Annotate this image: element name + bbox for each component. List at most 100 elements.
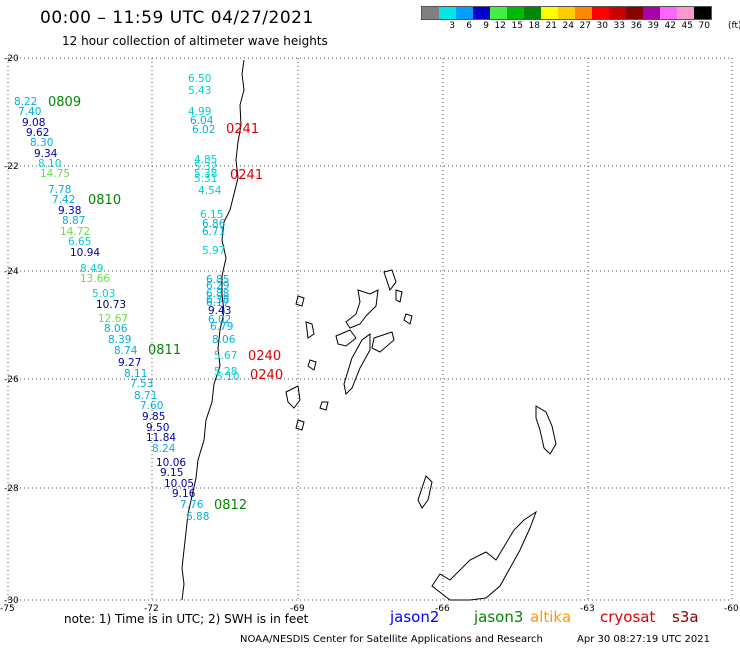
west-track-value: 7.78 <box>48 184 72 196</box>
east-track-value: 5.10 <box>216 371 240 383</box>
legend-swatch <box>626 7 643 19</box>
credit-text: NOAA/NESDIS Center for Satellite Applica… <box>240 634 543 645</box>
island-10 <box>307 359 317 371</box>
island-3 <box>343 333 371 396</box>
west-track-value: 9.27 <box>118 357 142 369</box>
west-track-value: 8.24 <box>152 443 176 455</box>
west-track-value: 7.40 <box>18 106 42 118</box>
lon-tick-label: -72 <box>144 604 159 614</box>
west-track-value: 8.30 <box>30 137 54 149</box>
legend-tick-label: 30 <box>596 21 608 31</box>
legend-tick-label: 39 <box>647 21 659 31</box>
pass-time-label: 0812 <box>214 498 248 513</box>
color-scale-legend <box>421 6 712 20</box>
west-track-value: 8.11 <box>124 368 148 380</box>
legend-swatch <box>609 7 626 19</box>
legend-tick-label: 18 <box>528 21 540 31</box>
east-track-value: 6.88 <box>206 288 230 300</box>
east-track-value: 5.67 <box>214 350 238 362</box>
west-track-value: 8.71 <box>134 390 158 402</box>
east-track-value: 6.02 <box>192 124 216 136</box>
west-track-value: 7.42 <box>52 194 76 206</box>
legend-swatch <box>490 7 507 19</box>
satellite-altika-label: altika <box>530 608 572 626</box>
pass-time-label: 0811 <box>148 343 182 358</box>
legend-tick-label: 36 <box>630 21 642 31</box>
map-subtitle: 12 hour collection of altimeter wave hei… <box>62 34 328 48</box>
lat-tick-label: -26 <box>4 375 19 385</box>
satellite-jason3-label: jason3 <box>474 608 524 626</box>
map-title: 00:00 – 11:59 UTC 04/27/2021 <box>40 8 314 28</box>
island-5 <box>383 269 397 292</box>
west-track-value: 8.10 <box>38 158 62 170</box>
west-track-value: 7.76 <box>180 499 204 511</box>
west-track-value: 7.53 <box>130 378 154 390</box>
legend-swatch <box>694 7 711 19</box>
legend-unit-label: (ft) <box>728 21 740 31</box>
pass-time-label: 0809 <box>48 95 82 110</box>
south-america-coastline <box>181 59 245 601</box>
island-15 <box>417 475 433 509</box>
west-track-value: 7.60 <box>140 400 164 412</box>
west-track-value: 12.67 <box>98 313 129 325</box>
east-track-value: 4.99 <box>188 106 212 118</box>
island-7 <box>403 313 413 325</box>
legend-swatch <box>660 7 677 19</box>
satellite-cryosat-label: cryosat <box>600 608 656 626</box>
east-track-value: 4.54 <box>198 185 222 197</box>
lat-tick-label: -28 <box>4 484 19 494</box>
east-track-value: 6.85 <box>206 274 230 286</box>
island-2 <box>335 329 357 347</box>
west-track-value: 9.50 <box>146 422 170 434</box>
pass-time-label: 0241 <box>230 168 264 183</box>
legend-swatch <box>507 7 524 19</box>
legend-swatch <box>524 7 541 19</box>
legend-swatch <box>456 7 473 19</box>
east-track-value: 5.43 <box>188 85 212 97</box>
west-track-value: 6.65 <box>68 236 92 248</box>
axis-tick-labels: -20 -22 -24 -26 -28 -30-75 -72 -69 -66 -63 -60 <box>0 54 739 614</box>
lon-tick-label: -75 <box>0 604 15 614</box>
east-track-value: 6.15 <box>200 209 224 221</box>
lon-tick-label: -60 <box>724 604 739 614</box>
pass-time-label: 0810 <box>88 193 122 208</box>
west-track-value: 8.87 <box>62 215 86 227</box>
east-track-value: 5.97 <box>202 245 226 257</box>
west-track-value: 9.38 <box>58 205 82 217</box>
west-track-value: 9.08 <box>22 117 46 129</box>
lat-tick-label: -20 <box>4 54 19 64</box>
west-track-value: 8.39 <box>108 334 132 346</box>
east-track-value: 6.71 <box>202 226 226 238</box>
west-track-value: 10.94 <box>70 247 101 259</box>
legend-tick-label: 21 <box>545 21 557 31</box>
east-track-value: 6.86 <box>202 218 226 230</box>
legend-tick-label: 45 <box>681 21 693 31</box>
east-track-value: 4.85 <box>194 154 218 166</box>
legend-swatch <box>575 7 592 19</box>
east-track-value: 8.06 <box>212 334 236 346</box>
west-track-value: 9.62 <box>26 127 50 139</box>
legend-swatch <box>677 7 694 19</box>
legend-tick-label: 33 <box>613 21 625 31</box>
island-12 <box>295 419 305 431</box>
pass-time-label: 0240 <box>248 349 282 364</box>
island-6 <box>395 289 403 303</box>
west-track-value: 9.16 <box>172 488 196 500</box>
west-track-value: 9.34 <box>34 148 58 160</box>
grid-lines <box>7 57 733 601</box>
island-14 <box>535 405 557 455</box>
west-track-value: 6.88 <box>186 511 210 523</box>
legend-swatch <box>439 7 456 19</box>
legend-swatch <box>473 7 490 19</box>
lon-tick-label: -69 <box>290 604 305 614</box>
legend-tick-label: 9 <box>483 21 489 31</box>
island-13 <box>319 401 329 411</box>
west-track-value: 9.15 <box>160 467 184 479</box>
east-track-value: 6.02 <box>208 314 232 326</box>
legend-swatch <box>541 7 558 19</box>
west-track-value: 14.72 <box>60 226 91 238</box>
color-scale-labels: 3 6 9 12 15 18 21 24 27 30 33 36 39 42 45 70 <box>421 21 710 31</box>
island-9 <box>305 321 315 339</box>
west-track-value: 14.75 <box>40 168 71 180</box>
